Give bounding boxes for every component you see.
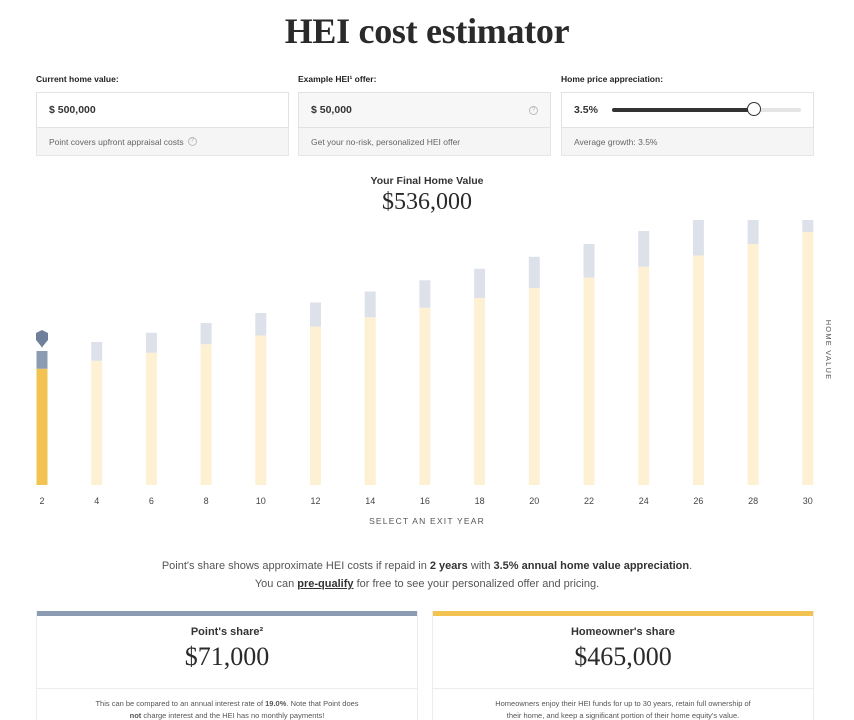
appreciation-input: 3.5% <box>561 92 814 128</box>
homeowner-share-card: Homeowner's share $465,000 Homeowners en… <box>432 611 814 720</box>
x-tick-label: 12 <box>310 496 320 506</box>
point-share-bar-segment <box>692 220 704 256</box>
home-value-label: Current home value: <box>36 74 119 84</box>
point-share-bar-segment <box>583 244 595 278</box>
point-share-bar <box>37 611 417 616</box>
homeowner-share-bar-segment <box>747 244 759 485</box>
point-share-bar-segment <box>145 332 157 353</box>
summary-rate: 3.5% annual home value appreciation <box>493 560 690 572</box>
x-axis-label: SELECT AN EXIT YEAR <box>369 516 485 526</box>
point-share-bar-segment <box>255 313 267 336</box>
help-icon[interactable]: ? <box>187 137 197 146</box>
summary-mid: with <box>467 560 494 572</box>
point-share-value: $71,000 <box>184 642 270 671</box>
x-tick-label: 10 <box>256 496 266 506</box>
home-value-hint: Point covers upfront appraisal costs ? <box>36 128 289 156</box>
final-value: $536,000 <box>382 189 472 215</box>
prequalify-link[interactable]: pre-qualify <box>297 578 354 590</box>
slider-fill <box>611 108 754 112</box>
shield-icon <box>36 330 48 348</box>
homeowner-share-bar-segment <box>638 266 650 485</box>
point-share-bar-segment <box>474 268 486 298</box>
home-value-field: Current home value: $ 500,000 Point cove… <box>36 74 289 156</box>
point-share-card: Point's share² $71,000 This can be compa… <box>36 611 418 720</box>
point-share-bar-segment <box>802 220 814 232</box>
homeowner-share-value: $465,000 <box>574 642 672 671</box>
offer-hint: Get your no-risk, personalized HEI offer <box>298 128 551 156</box>
offer-input[interactable]: $ 50,000 ? <box>298 92 551 128</box>
x-tick-label: 4 <box>94 496 99 506</box>
x-tick-label: 22 <box>584 496 594 506</box>
slider-thumb[interactable] <box>746 102 761 116</box>
appreciation-label: Home price appreciation: <box>561 74 664 84</box>
point-share-bar-segment <box>638 231 650 267</box>
x-tick-label: 18 <box>475 496 485 506</box>
x-tick-label: 24 <box>639 496 649 506</box>
point-share-bar-segment <box>36 351 48 369</box>
point-share-bar-segment <box>310 302 321 327</box>
homeowner-share-title: Homeowner's share <box>570 626 676 638</box>
x-tick-label: 14 <box>365 496 375 506</box>
point-note-mid: . Note that Point does <box>286 699 359 708</box>
offer-input-value: $ 50,000 <box>311 104 352 116</box>
homeowner-share-bar <box>433 611 813 616</box>
homeowner-share-bar-segment <box>583 277 595 485</box>
final-value-label: Your Final Home Value <box>370 175 484 187</box>
point-share-bar-segment <box>528 256 540 288</box>
y-axis-label: HOME VALUE <box>824 320 833 381</box>
appreciation-field: Home price appreciation: 3.5% Average gr… <box>561 74 814 156</box>
point-share-bar-segment <box>747 220 759 244</box>
point-note-not: not <box>129 711 142 720</box>
homeowner-share-bar-segment <box>474 298 486 485</box>
summary-post2: for free to see your personalized offer … <box>353 578 600 590</box>
homeowner-share-bar-segment <box>255 335 267 485</box>
appreciation-value: 3.5% <box>574 104 598 116</box>
homeowner-share-bar-segment <box>419 307 431 485</box>
offer-field: Example HEI¹ offer: $ 50,000 ? Get your … <box>298 74 551 156</box>
x-tick-label: 20 <box>529 496 539 506</box>
summary-text: Point's share shows approximate HEI cost… <box>160 557 694 593</box>
point-note-post: charge interest and the HEI has no month… <box>141 711 325 720</box>
point-share-bar-segment <box>419 280 431 308</box>
point-share-bar-segment <box>91 342 103 361</box>
point-share-bar-segment <box>364 291 376 318</box>
point-share-note: This can be compared to an annual intere… <box>37 688 417 720</box>
homeowner-share-bar-segment <box>36 368 48 485</box>
x-tick-label: 16 <box>420 496 430 506</box>
x-tick-label: 8 <box>204 496 209 506</box>
offer-label: Example HEI¹ offer: <box>298 74 377 84</box>
summary-years: 2 years <box>429 560 468 572</box>
homeowner-share-bar-segment <box>364 317 376 485</box>
summary-post1: . You can <box>254 560 693 590</box>
homeowner-share-bar-segment <box>692 255 704 485</box>
appreciation-slider[interactable] <box>611 102 801 116</box>
point-note-pre: This can be compared to an annual intere… <box>95 699 266 708</box>
point-share-bar-segment <box>200 323 212 345</box>
home-value-hint-text: Point covers upfront appraisal costs <box>49 136 184 147</box>
x-tick-label: 26 <box>693 496 703 506</box>
x-tick-label: 2 <box>39 496 44 506</box>
x-tick-label: 28 <box>748 496 758 506</box>
homeowner-share-bar-segment <box>310 326 321 485</box>
homeowner-share-bar-segment <box>528 288 540 485</box>
point-share-title: Point's share² <box>190 626 264 638</box>
homeowner-share-note: Homeowners enjoy their HEI funds for up … <box>433 688 813 720</box>
point-note-rate: 19.0% <box>265 699 287 708</box>
appreciation-hint: Average growth: 3.5% <box>561 128 814 156</box>
summary-pre: Point's share shows approximate HEI cost… <box>161 560 430 572</box>
home-value-input[interactable]: $ 500,000 <box>36 92 289 128</box>
homeowner-share-bar-segment <box>91 360 103 485</box>
homeowner-share-bar-segment <box>802 232 814 485</box>
homeowner-share-bar-segment <box>200 344 212 485</box>
x-tick-label: 6 <box>149 496 154 506</box>
x-tick-label: 30 <box>803 496 813 506</box>
info-icon[interactable]: ? <box>529 105 538 115</box>
homeowner-share-bar-segment <box>145 352 157 485</box>
page-title: HEI cost estimator <box>284 11 570 51</box>
